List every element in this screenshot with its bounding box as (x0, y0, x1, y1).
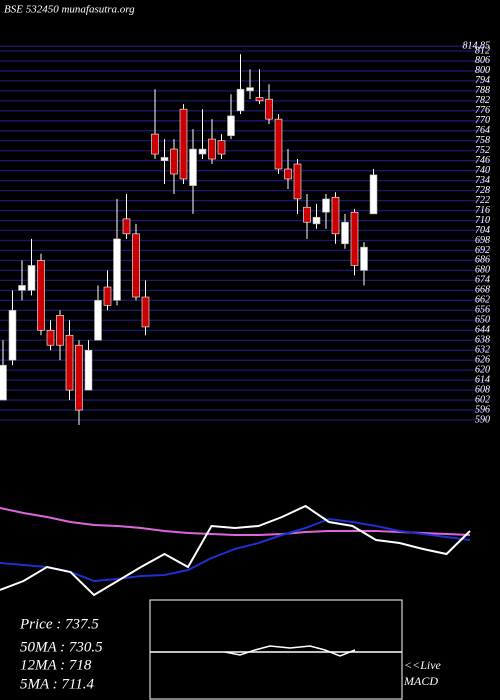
y-tick-label: 752 (475, 145, 490, 156)
candle-body (303, 206, 311, 223)
candle-body (217, 140, 226, 155)
y-tick-label: 608 (475, 384, 490, 395)
y-tick-label: 650 (475, 315, 490, 326)
candle-body (208, 138, 216, 160)
candle-body (331, 196, 340, 235)
candle-body (0, 364, 7, 401)
candle-body (18, 285, 26, 291)
y-tick-label: 800 (475, 65, 490, 76)
indicator-line (0, 504, 471, 597)
y-tick-label: 680 (475, 265, 490, 276)
candle-body (37, 260, 45, 331)
candle-body (265, 98, 273, 120)
candle-body (27, 265, 36, 291)
chart-title: BSE 532450 munafasutra.org (4, 4, 135, 16)
y-tick-label: 734 (475, 175, 490, 186)
candle-body (360, 246, 368, 271)
candle-body (170, 148, 178, 175)
candle-body (179, 108, 188, 180)
y-tick-label: 644 (475, 325, 490, 336)
y-tick-label: 632 (475, 345, 490, 356)
candle-body (103, 286, 112, 306)
candle-body (236, 88, 245, 112)
candle-body (113, 238, 121, 301)
y-tick-label: 794 (475, 75, 490, 86)
y-tick-label: 656 (475, 305, 490, 316)
stat-price: Price : 737.5 (19, 616, 99, 632)
candle-body (56, 314, 64, 346)
indicator-line (0, 507, 471, 536)
candle-body (151, 133, 159, 155)
candle-body (284, 168, 292, 180)
candle-body (46, 329, 55, 346)
y-tick-label: 668 (475, 285, 490, 296)
y-tick-label: 596 (475, 404, 490, 415)
candle-body (227, 115, 235, 137)
candle-body (350, 211, 359, 266)
stat-50ma: 50MA : 730.5 (20, 639, 103, 655)
macd-line (224, 645, 356, 657)
y-tick-label: 686 (475, 255, 490, 266)
y-tick-label: 626 (475, 354, 490, 365)
y-tick-label: 704 (475, 225, 490, 236)
y-tick-label: 728 (475, 185, 490, 196)
candle-body (322, 198, 330, 213)
candle-body (341, 221, 349, 245)
live-label: <<Live (404, 658, 442, 672)
y-tick-label: 620 (475, 364, 490, 375)
indicator-line (0, 517, 471, 583)
candle-body (94, 300, 102, 341)
candle-body (141, 296, 150, 328)
y-tick-label: 722 (475, 195, 490, 206)
candle-body (198, 148, 207, 155)
candle-body (65, 334, 74, 391)
candle-body (246, 87, 254, 92)
candle-body (160, 157, 169, 161)
stat-12ma: 12MA : 718 (20, 657, 92, 673)
y-tick-label: 770 (475, 115, 490, 126)
y-tick-label: 776 (475, 105, 490, 116)
y-tick-label: 746 (475, 155, 490, 166)
candle-body (8, 310, 17, 361)
candle-body (189, 148, 197, 186)
y-tick-label: 674 (475, 275, 490, 286)
candle-body (293, 163, 302, 200)
macd-box (149, 599, 403, 700)
y-tick-label: 812 (475, 45, 490, 56)
candle-body (255, 97, 264, 102)
y-tick-label: 698 (475, 235, 490, 246)
candle-body (369, 174, 378, 215)
y-tick-label: 614 (475, 374, 490, 385)
candle-body (132, 233, 140, 298)
y-tick-label: 602 (475, 394, 490, 405)
y-tick-label: 638 (475, 335, 490, 346)
y-tick-label: 788 (475, 85, 490, 96)
candle-body (84, 349, 93, 391)
y-tick-label: 740 (475, 165, 490, 176)
candle-body (75, 344, 83, 411)
y-tick-label: 806 (475, 55, 490, 66)
candle-body (122, 218, 131, 235)
stat-5ma: 5MA : 711.4 (20, 676, 95, 692)
y-tick-label: 710 (475, 215, 490, 226)
y-tick-label: 764 (475, 125, 490, 136)
y-tick-label: 782 (475, 95, 490, 106)
candle-body (274, 118, 283, 170)
y-tick-label: 692 (475, 245, 490, 256)
y-tick-label: 814.85 (463, 41, 491, 52)
y-tick-label: 662 (475, 295, 490, 306)
y-tick-label: 590 (475, 414, 490, 425)
macd-label: MACD (403, 674, 438, 688)
candle-body (312, 216, 321, 225)
y-tick-label: 716 (475, 205, 490, 216)
y-tick-label: 758 (475, 135, 490, 146)
